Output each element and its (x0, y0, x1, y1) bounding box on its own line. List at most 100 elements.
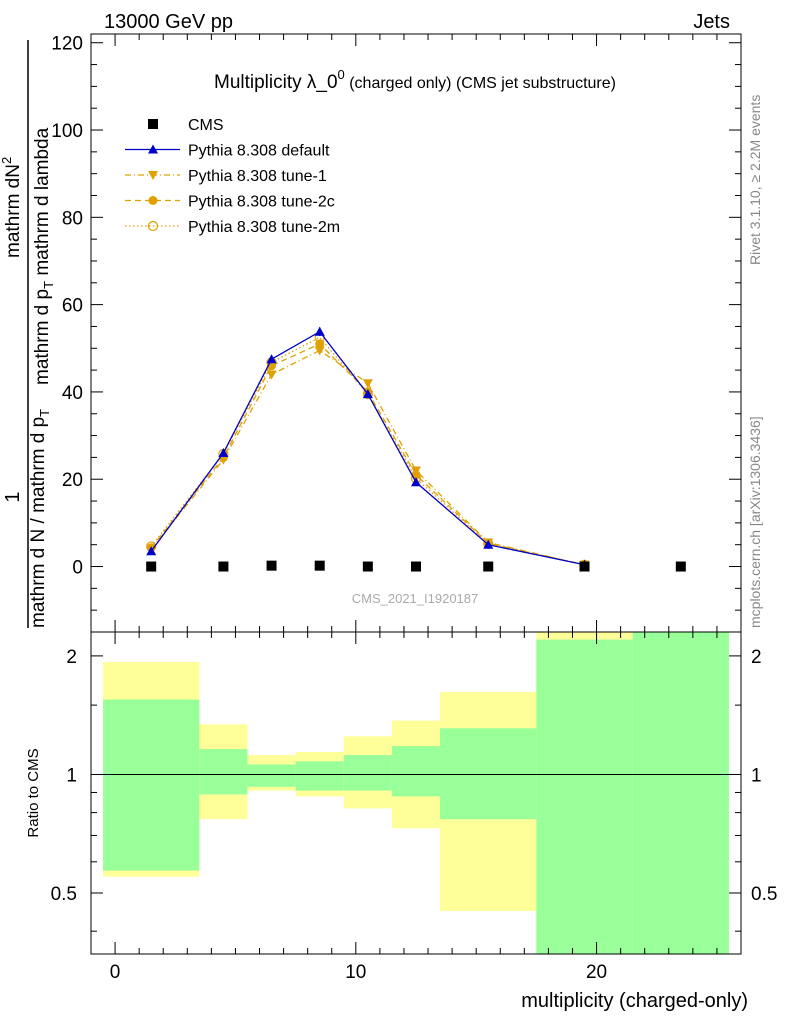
series-4 (146, 332, 590, 570)
ratio-stat-band (295, 761, 344, 791)
legend: CMS Pythia 8.308 default Pythia 8.308 tune… (125, 117, 340, 236)
series-point (362, 379, 373, 389)
series-point (483, 561, 494, 572)
main-ytick-label: 40 (62, 383, 83, 404)
main-ytick-label: 20 (62, 470, 83, 491)
ylabel-num-sup: 2 (0, 157, 14, 164)
series-line (150, 349, 585, 566)
legend-marker (147, 220, 159, 232)
series-line (150, 336, 585, 566)
ratio-xlabel: multiplicity (charged-only) (521, 990, 748, 1012)
series-point (315, 339, 325, 349)
series-point (411, 466, 421, 476)
series-point (483, 539, 494, 549)
chart-title-small: (charged only) (CMS jet substructure) (345, 75, 616, 92)
ratio-stat-band (343, 755, 392, 791)
series-3 (146, 339, 590, 570)
ratio-stat-band (103, 699, 200, 871)
series-1 (146, 326, 590, 569)
ratio-panel: 0.5 0.51 12 20 10 20 Ratio to CMS multiplicit… (25, 631, 777, 1012)
legend-label: Pythia 8.308 tune-1 (188, 168, 327, 185)
main-ytick-label: 0 (72, 558, 83, 579)
main-ytick-label: 100 (51, 121, 83, 142)
series-point (411, 561, 421, 572)
main-ytick-label: 120 (51, 34, 83, 55)
ratio-stat-band (247, 764, 296, 787)
ratio-ytick-label-right: 1 (751, 765, 762, 786)
series-point (218, 448, 229, 458)
chart-title-main: Multiplicity λ_0 (214, 72, 338, 93)
ratio-ytick-label-right: 2 (751, 647, 762, 668)
series-point (146, 561, 157, 572)
series-point (314, 560, 325, 571)
chart-title-sup: 0 (338, 67, 345, 82)
series-point (218, 561, 229, 572)
legend-entry: Pythia 8.308 tune-2c (125, 194, 335, 211)
ratio-stat-band (391, 746, 441, 797)
ratio-xtick-label: 10 (345, 962, 366, 983)
ratio-ytick-label-right: 0.5 (751, 884, 777, 905)
series-point (362, 561, 373, 572)
legend-entry: Pythia 8.308 tune-2m (125, 219, 340, 236)
series-point (579, 561, 590, 572)
ylabel-den-text: mathrm d p (32, 289, 53, 385)
ratio-xtick-label: 20 (586, 962, 607, 983)
chart-title: Multiplicity λ_00 (charged only) (CMS je… (214, 67, 616, 93)
series-point (266, 354, 277, 364)
series-point (266, 370, 277, 380)
series-point (146, 546, 157, 556)
series-point (314, 346, 325, 356)
main-ytick-label: 60 (62, 296, 83, 317)
ratio-stat-band (199, 749, 248, 795)
ratio-stat-band (440, 728, 537, 820)
legend-label: Pythia 8.308 default (188, 143, 330, 160)
legend-marker (148, 144, 158, 154)
ratio-frame (90, 631, 742, 955)
ylabel-num: mathrm dN2 (0, 157, 24, 258)
main-axes: 0 20 40 60 80 100 120 (51, 34, 741, 632)
ylabel-left-text: mathrm d N / mathrm d p (28, 417, 49, 628)
analysis-watermark: CMS_2021_I1920187 (352, 591, 479, 606)
series-point (266, 560, 277, 571)
ylabel-left-sub: T (37, 409, 52, 417)
ratio-stat-band (632, 632, 729, 954)
series-line (150, 330, 585, 566)
legend-marker (148, 119, 158, 129)
ratio-xtick-label: 0 (110, 962, 121, 983)
series-point (362, 389, 373, 399)
main-series-layer (146, 326, 686, 572)
ratio-stat-band (536, 639, 633, 954)
legend-marker (148, 196, 158, 205)
series-line (150, 343, 585, 566)
legend-entry: Pythia 8.308 default (125, 143, 330, 160)
ratio-ytick-label: 0.5 (51, 884, 77, 905)
legend-entry: CMS (148, 117, 224, 134)
ylabel-den-sub: T (41, 281, 56, 289)
series-0 (146, 560, 686, 572)
series-2 (146, 346, 590, 570)
energy-label: 13000 GeV pp (104, 11, 233, 33)
series-point (218, 455, 229, 465)
series-point (675, 561, 686, 572)
ratio-ylabel: Ratio to CMS (25, 748, 42, 837)
ylabel-frac-one: 1 (2, 491, 24, 502)
mcplots-label: mcplots.cern.ch [arXiv:1306.3436] (747, 416, 763, 628)
ratio-ytick-label: 1 (66, 765, 77, 786)
main-ylabel: 1 mathrm d N / mathrm d pT mathrm dN2 ma… (0, 40, 56, 628)
series-point (411, 477, 421, 487)
ratio-bands-layer (91, 632, 741, 954)
legend-label: Pythia 8.308 tune-2c (188, 194, 335, 211)
ylabel-left: mathrm d N / mathrm d pT (28, 409, 52, 628)
series-point (314, 326, 325, 336)
process-label: Jets (693, 11, 730, 33)
legend-marker (148, 171, 158, 180)
rivet-label: Rivet 3.1.10, ≥ 2.2M events (747, 95, 763, 265)
ratio-ytick-label: 2 (66, 647, 77, 668)
ylabel-den-rest: mathrm d lambda (32, 127, 53, 281)
legend-entry: Pythia 8.308 tune-1 (125, 168, 327, 185)
ylabel-den: mathrm d pT mathrm d lambda (32, 127, 56, 385)
ratio-axes: 0.5 0.51 12 20 10 20 (51, 632, 777, 983)
main-ytick-label: 80 (62, 208, 83, 229)
